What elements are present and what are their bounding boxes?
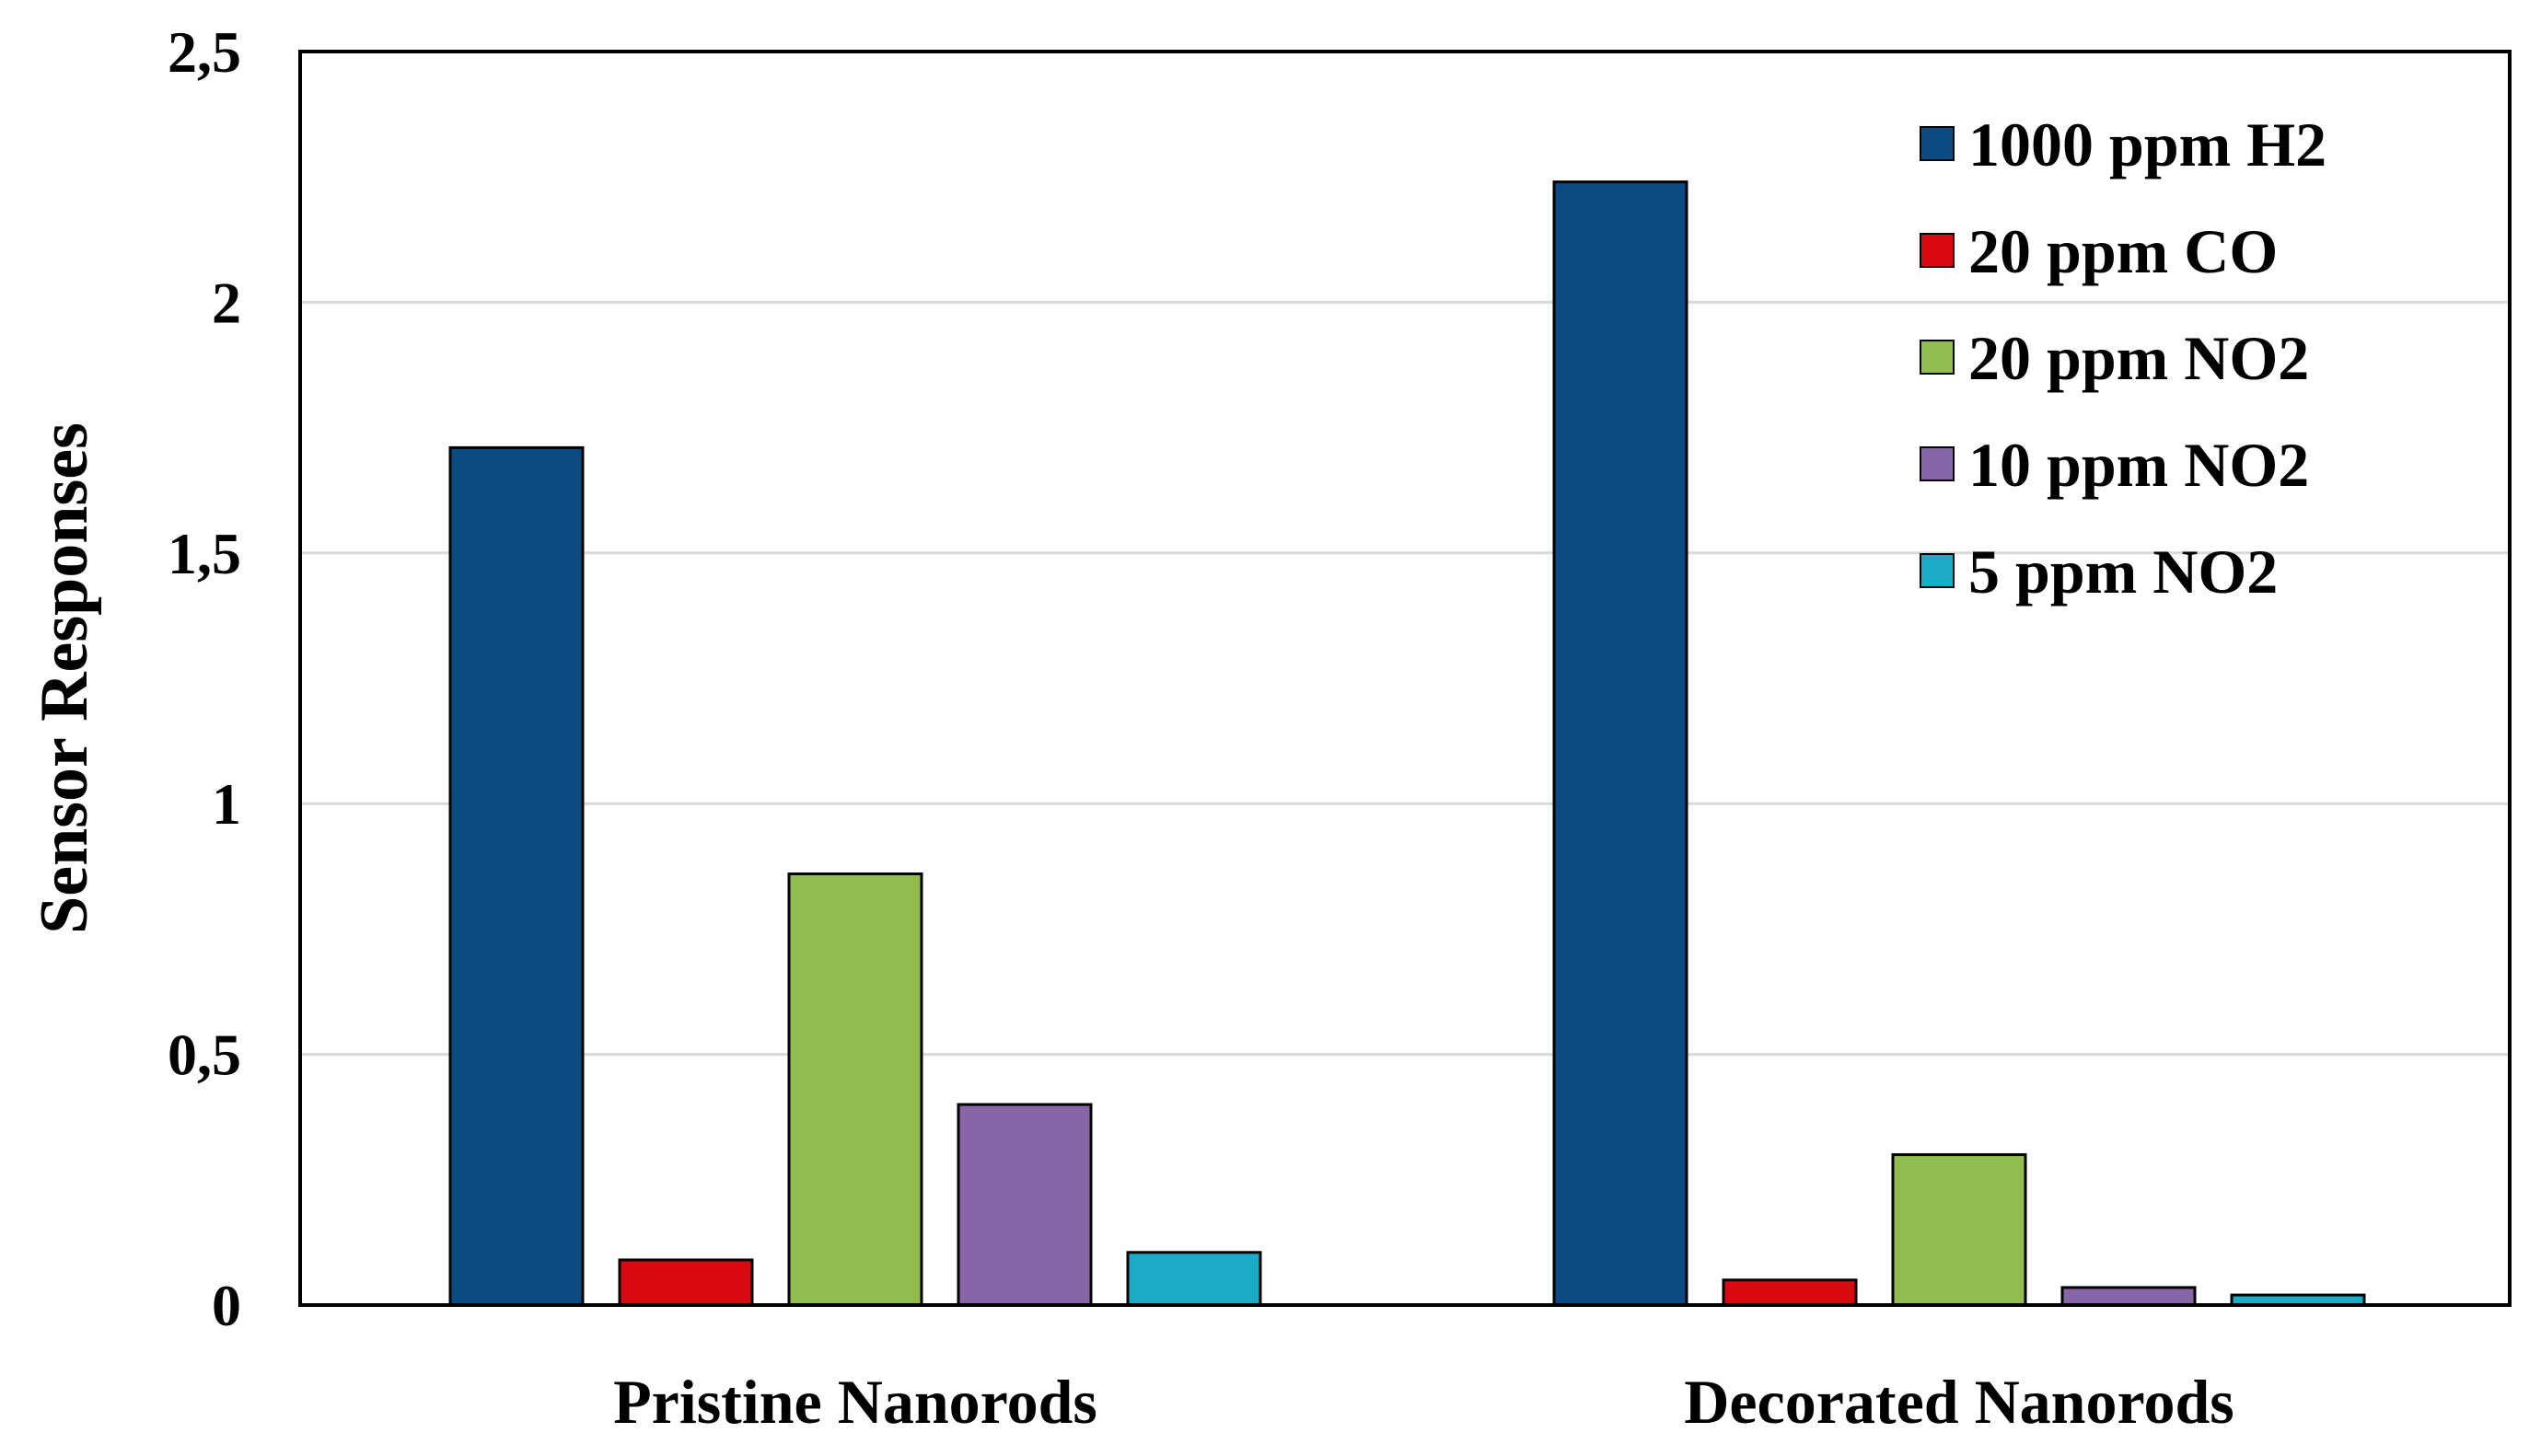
x-category-label: Decorated Nanorods <box>1684 1367 2234 1437</box>
bar-1000-ppm-h2-pristine-nanorods <box>448 445 585 1307</box>
legend-label: 1000 ppm H2 <box>1968 110 2326 179</box>
legend-label: 20 ppm NO2 <box>1968 323 2309 393</box>
y-tick-label: 1 <box>212 771 241 837</box>
x-axis-categories: Pristine Nanorods Decorated Nanorods <box>613 1367 2234 1437</box>
gridlines <box>300 300 2510 1057</box>
legend-swatch <box>1920 446 1955 481</box>
legend-label: 10 ppm NO2 <box>1968 430 2309 500</box>
legend-label: 5 ppm NO2 <box>1968 537 2278 607</box>
y-axis-ticks: 0 0,5 1 1,5 2 2,5 <box>168 19 241 1338</box>
y-tick-label: 0,5 <box>168 1023 241 1088</box>
legend-swatch <box>1920 553 1955 588</box>
y-tick-label: 1,5 <box>168 521 241 586</box>
bar-20-ppm-co-decorated-nanorods <box>1722 1278 1858 1307</box>
legend-swatch <box>1920 233 1955 268</box>
bar-20-ppm-co-pristine-nanorods <box>618 1258 754 1307</box>
legend-label: 20 ppm CO <box>1968 216 2278 286</box>
legend: 1000 ppm H2 20 ppm CO 20 ppm NO2 10 ppm NO2… <box>1920 110 2326 607</box>
bar-10-ppm-no2-pristine-nanorods <box>957 1103 1093 1307</box>
y-axis-title: Sensor Responses <box>27 422 102 934</box>
y-tick-label: 0 <box>212 1273 241 1338</box>
x-category-label: Pristine Nanorods <box>613 1367 1097 1437</box>
legend-swatch <box>1920 340 1955 375</box>
bar-20-ppm-no2-pristine-nanorods <box>787 872 923 1307</box>
bar-1000-ppm-h2-decorated-nanorods <box>1552 180 1688 1307</box>
y-tick-label: 2,5 <box>168 19 241 85</box>
plot-area-frame <box>298 50 2512 1307</box>
bar-5-ppm-no2-pristine-nanorods <box>1126 1251 1262 1307</box>
bar-20-ppm-no2-decorated-nanorods <box>1891 1153 2027 1307</box>
bar-10-ppm-no2-decorated-nanorods <box>2060 1286 2197 1307</box>
y-tick-label: 2 <box>212 270 241 335</box>
legend-swatch <box>1920 126 1955 161</box>
